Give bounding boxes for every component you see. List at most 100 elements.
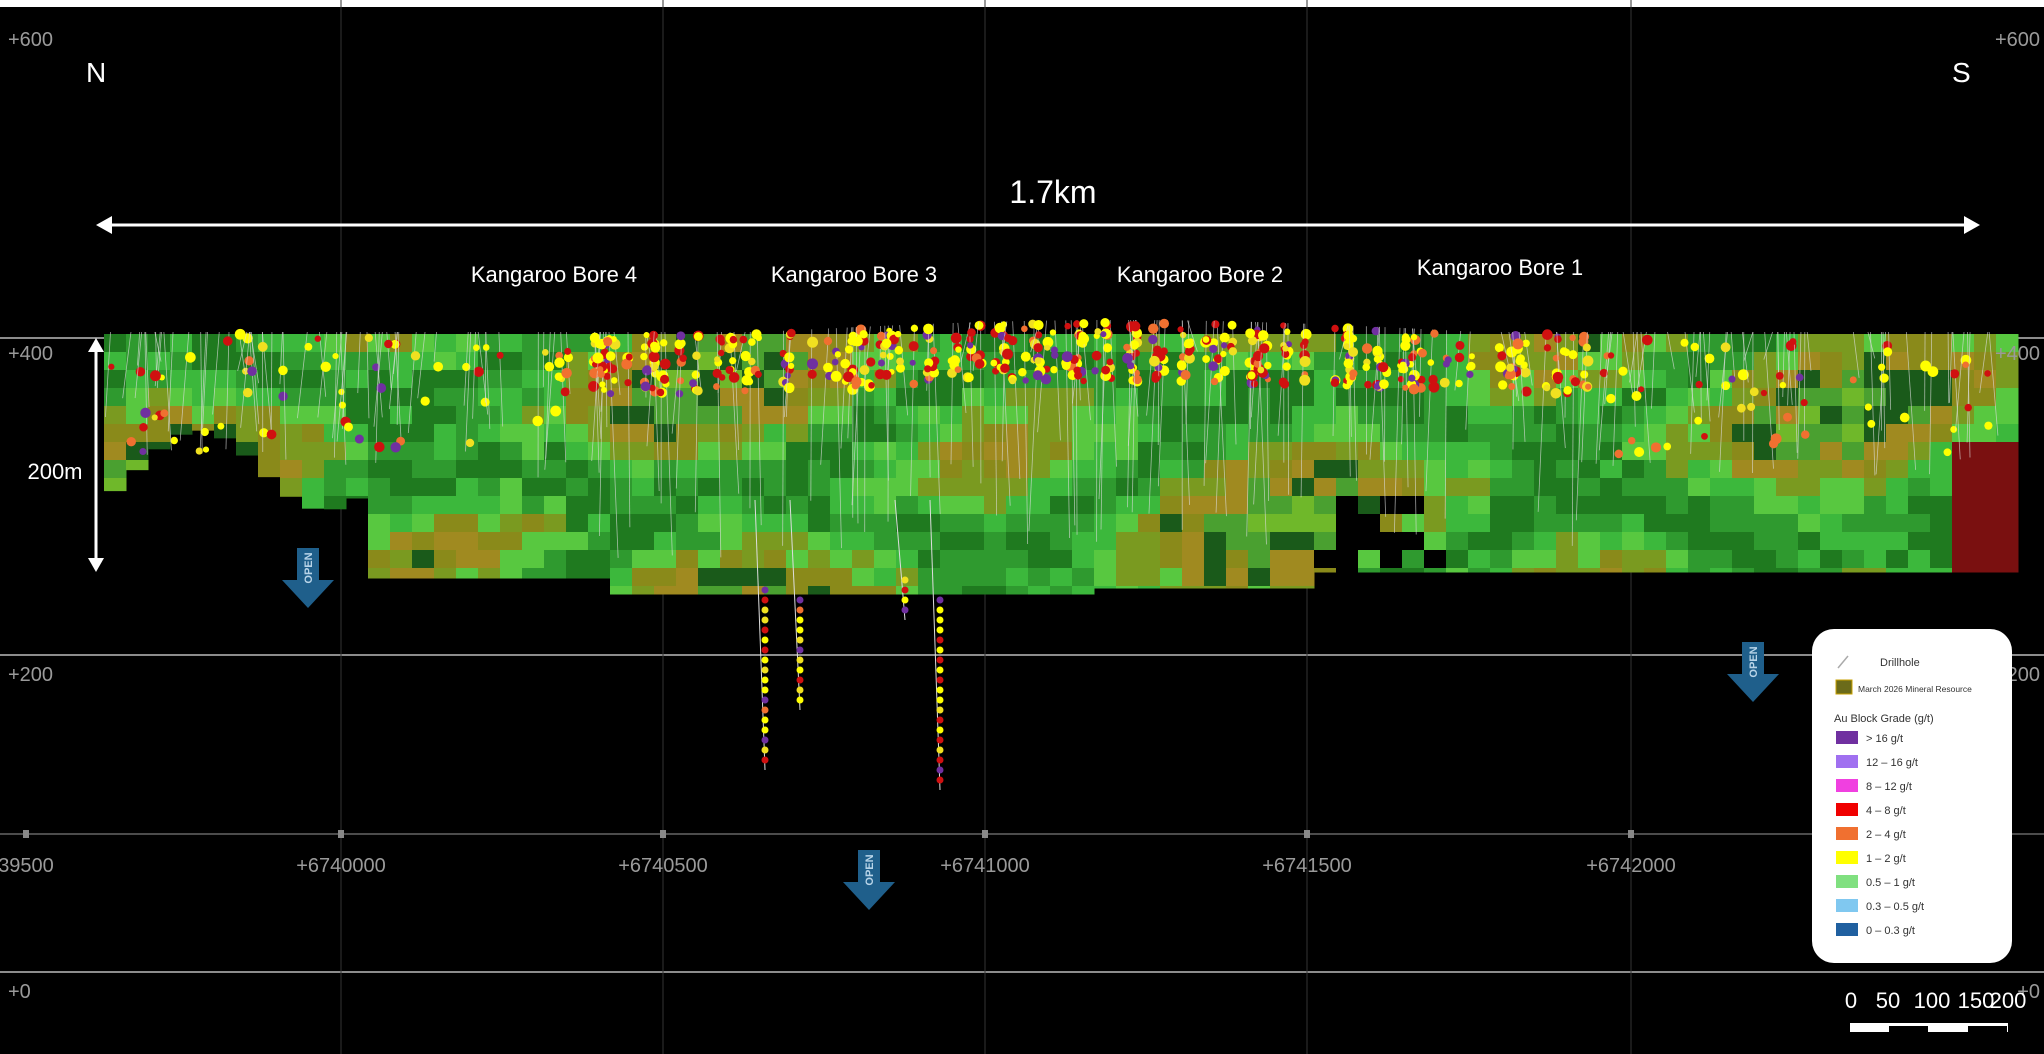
model-block	[280, 352, 303, 371]
elevation-label: +600	[8, 29, 53, 51]
model-block	[720, 460, 743, 479]
drillhole-trace	[465, 331, 472, 452]
assay-point	[1159, 318, 1170, 329]
model-block	[1226, 370, 1249, 389]
assay-point	[1418, 348, 1427, 358]
model-block	[1996, 352, 2019, 371]
assay-point	[1408, 384, 1420, 395]
model-block	[1754, 478, 1777, 497]
model-block	[1270, 406, 1293, 425]
assay-point	[936, 686, 944, 694]
model-block	[346, 370, 369, 389]
model-block	[1490, 424, 1513, 443]
model-block	[522, 532, 545, 551]
model-block	[1072, 550, 1095, 569]
assay-point	[936, 736, 944, 744]
model-block	[984, 586, 1007, 595]
tick	[1304, 830, 1310, 838]
model-block	[1512, 532, 1535, 551]
model-block	[852, 514, 875, 533]
model-block	[874, 514, 897, 533]
assay-point	[1061, 351, 1073, 363]
model-block	[918, 568, 941, 587]
model-block	[742, 424, 765, 443]
assay-point	[796, 626, 804, 634]
model-block	[1600, 496, 1623, 515]
model-block	[412, 334, 435, 353]
model-block	[1424, 568, 1447, 573]
assay-point	[751, 329, 762, 340]
assay-point	[936, 656, 944, 664]
model-block	[1248, 478, 1271, 497]
model-block	[1996, 442, 2019, 461]
model-block	[1050, 514, 1073, 533]
model-block	[1930, 460, 1953, 479]
drillhole-trace	[1763, 331, 1773, 360]
model-block	[1072, 586, 1095, 595]
drillhole-trace	[1793, 331, 1798, 453]
drillhole-trace	[366, 331, 370, 419]
assay-point	[807, 358, 819, 370]
model-block	[1116, 550, 1139, 569]
model-block	[1226, 352, 1249, 371]
model-block	[1952, 478, 1975, 497]
model-block	[1644, 550, 1667, 569]
assay-point	[852, 336, 863, 347]
model-block	[522, 478, 545, 497]
model-block	[830, 550, 853, 569]
model-block	[478, 352, 501, 371]
model-block	[170, 334, 193, 353]
assay-point	[1372, 345, 1383, 356]
model-block	[1204, 442, 1227, 461]
assay-point	[728, 372, 740, 383]
assay-point	[1642, 334, 1653, 346]
assay-point	[473, 344, 480, 352]
assay-point	[1211, 320, 1220, 329]
model-block	[1182, 478, 1205, 497]
model-block	[1556, 406, 1579, 425]
model-block	[962, 424, 985, 443]
model-block	[1314, 550, 1337, 569]
elevation-label: +400	[1995, 343, 2040, 365]
model-block	[1556, 460, 1579, 479]
label-bg	[20, 455, 90, 487]
model-block	[302, 370, 325, 389]
model-block	[522, 424, 545, 443]
model-block	[368, 514, 391, 533]
assay-point	[257, 341, 268, 352]
model-block	[1292, 478, 1315, 497]
extent-label: 1.7km	[1009, 174, 1096, 210]
model-block	[852, 406, 875, 425]
model-block	[764, 352, 787, 371]
assay-point	[588, 381, 599, 392]
assay-point	[1102, 343, 1113, 353]
model-block	[1886, 352, 1909, 371]
assay-point	[936, 696, 944, 704]
model-block	[654, 460, 677, 479]
assay-point	[761, 646, 769, 654]
model-block	[720, 532, 743, 551]
model-block	[1270, 550, 1293, 569]
drillhole-trace	[317, 331, 328, 418]
model-block	[676, 460, 699, 479]
model-block	[786, 406, 809, 425]
model-block	[1710, 352, 1733, 371]
assay-point	[1126, 362, 1135, 370]
assay-point	[936, 726, 944, 734]
model-block	[280, 442, 303, 461]
assay-point	[879, 351, 887, 359]
model-block	[1116, 478, 1139, 497]
model-block	[1622, 514, 1645, 533]
model-block	[654, 424, 677, 443]
model-block	[346, 460, 369, 479]
model-block	[544, 334, 567, 353]
model-block	[1578, 532, 1601, 551]
grade-label: 1 – 2 g/t	[1866, 853, 1906, 865]
model-block	[1270, 514, 1293, 533]
assay-point	[1004, 334, 1013, 343]
model-block	[698, 586, 721, 595]
assay-point	[560, 387, 570, 397]
model-block	[764, 568, 787, 587]
assay-point	[729, 357, 737, 365]
model-block	[610, 532, 633, 551]
